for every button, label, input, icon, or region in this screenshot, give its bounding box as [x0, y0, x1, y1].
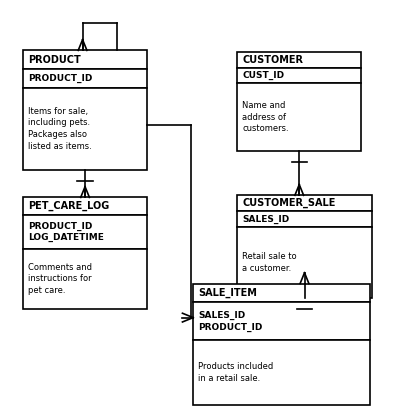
Bar [237, 83, 361, 151]
Bar [23, 215, 147, 249]
Bar [237, 68, 361, 83]
Bar [237, 195, 372, 211]
Text: PRODUCT_ID: PRODUCT_ID [28, 74, 92, 83]
Bar [193, 284, 370, 302]
Bar [23, 50, 147, 69]
Text: Retail sale to
a customer.: Retail sale to a customer. [242, 252, 297, 273]
Text: CUST_ID: CUST_ID [242, 71, 284, 80]
Text: Items for sale,
including pets.
Packages also
listed as items.: Items for sale, including pets. Packages… [28, 107, 92, 151]
Bar [193, 302, 370, 340]
Text: SALES_ID: SALES_ID [242, 215, 290, 224]
Text: PRODUCT: PRODUCT [28, 55, 81, 65]
Text: Products included
in a retail sale.: Products included in a retail sale. [198, 362, 273, 383]
Bar [237, 52, 361, 68]
Bar [23, 69, 147, 87]
Text: PRODUCT_ID
LOG_DATETIME: PRODUCT_ID LOG_DATETIME [28, 221, 104, 242]
Bar [237, 211, 372, 227]
Text: SALES_ID
PRODUCT_ID: SALES_ID PRODUCT_ID [198, 311, 262, 332]
Bar [23, 249, 147, 309]
Bar [23, 87, 147, 170]
Text: SALE_ITEM: SALE_ITEM [198, 288, 257, 298]
Text: Comments and
instructions for
pet care.: Comments and instructions for pet care. [28, 262, 92, 295]
Text: CUSTOMER: CUSTOMER [242, 55, 303, 65]
Bar [193, 340, 370, 405]
Text: Name and
address of
customers.: Name and address of customers. [242, 101, 289, 134]
Bar [237, 227, 372, 298]
Text: PET_CARE_LOG: PET_CARE_LOG [28, 201, 109, 211]
Bar [23, 197, 147, 215]
Text: CUSTOMER_SALE: CUSTOMER_SALE [242, 198, 336, 208]
